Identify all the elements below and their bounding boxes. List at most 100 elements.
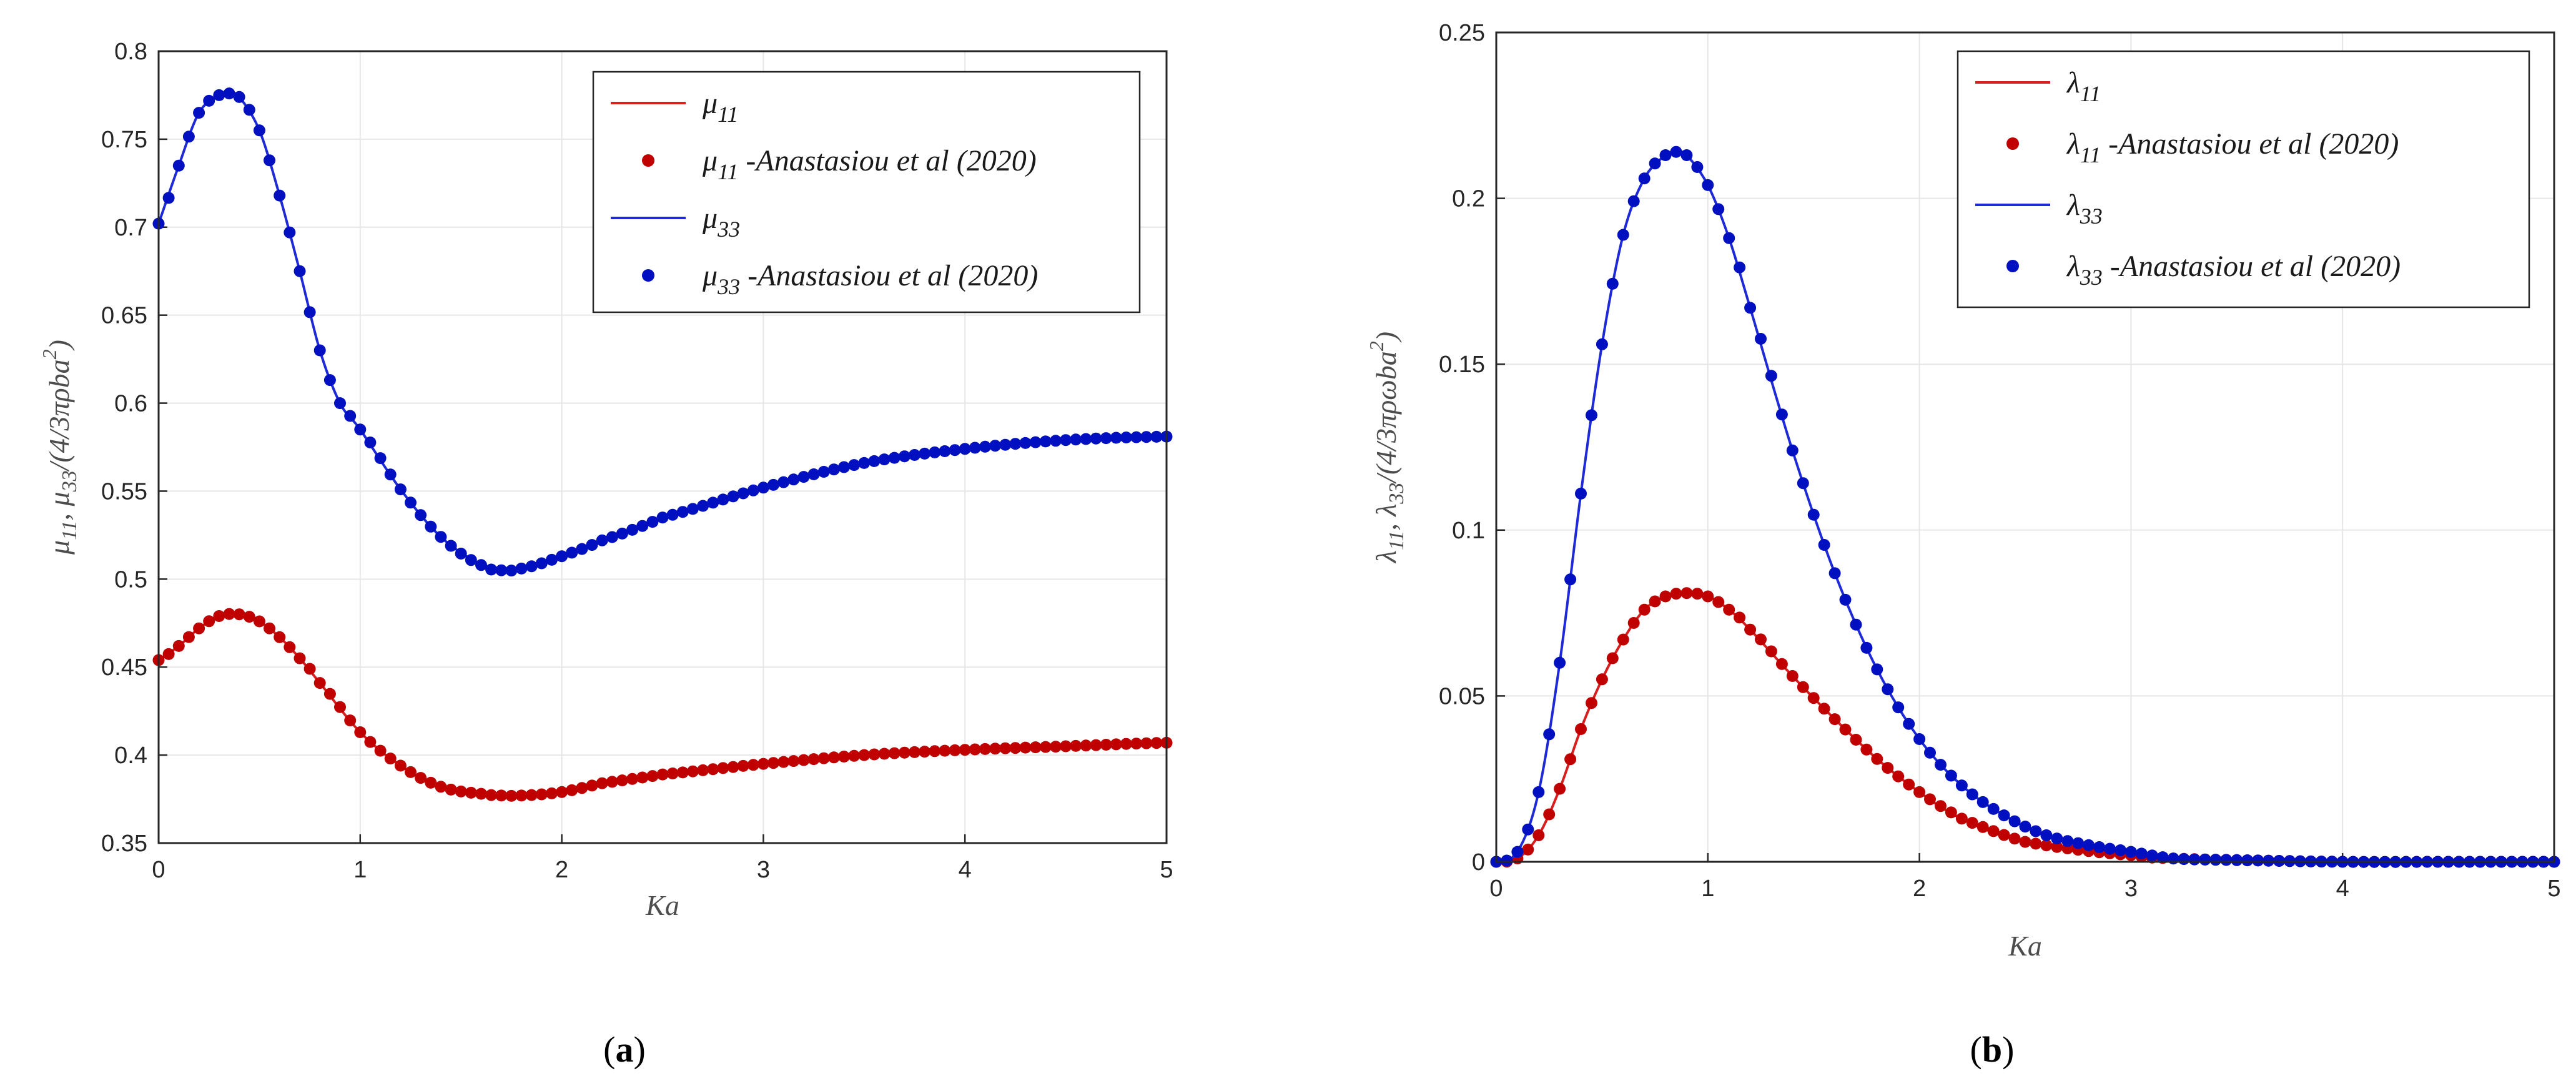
data-point-μ33: [576, 543, 588, 555]
data-point-μ11: [919, 746, 931, 758]
data-point-λ11: [1903, 778, 1915, 791]
data-point-μ33: [737, 487, 749, 500]
data-point-λ33: [1871, 663, 1883, 676]
data-point-μ11: [243, 611, 255, 623]
data-point-μ11: [656, 768, 669, 781]
data-point-μ11: [636, 771, 649, 784]
data-point-μ11: [425, 776, 437, 789]
data-point-μ11: [1009, 742, 1022, 754]
data-point-μ33: [475, 559, 487, 571]
data-point-μ33: [556, 550, 568, 563]
data-point-μ33: [394, 483, 407, 496]
data-point-λ11: [1860, 743, 1873, 756]
y-tick-label: 0.75: [101, 127, 147, 153]
y-tick-label: 0.6: [114, 391, 147, 417]
legend-label: λ11: [2066, 66, 2101, 106]
data-point-λ11: [2051, 841, 2063, 853]
data-point-λ33: [1702, 179, 1714, 191]
data-point-λ11: [1839, 723, 1852, 736]
data-point-λ33: [2115, 844, 2126, 856]
data-point-λ33: [1554, 656, 1566, 669]
data-point-μ33: [919, 447, 931, 460]
data-point-μ33: [666, 508, 679, 521]
data-point-λ33: [1564, 573, 1577, 586]
data-point-λ33: [1786, 444, 1799, 457]
data-point-μ33: [777, 476, 790, 488]
data-point-λ33: [1976, 796, 1989, 808]
y-axis-label-b: λ11, λ33/(4/3πρωba2): [1365, 332, 1408, 564]
data-point-μ33: [1100, 432, 1112, 445]
data-point-μ11: [606, 776, 618, 788]
data-point-μ11: [515, 789, 528, 802]
data-point-μ11: [1130, 738, 1143, 750]
data-point-μ33: [747, 484, 759, 496]
data-point-λ11: [1818, 703, 1830, 715]
data-point-λ11: [1987, 825, 2000, 837]
data-point-μ11: [909, 746, 920, 758]
data-point-λ11: [1564, 753, 1577, 766]
data-point-μ33: [707, 496, 719, 509]
data-point-λ11: [1871, 753, 1883, 765]
y-tick-label: 0.1: [1452, 518, 1485, 544]
data-point-μ33: [686, 503, 699, 515]
legend-entry: μ11: [611, 87, 738, 127]
legend-marker-swatch: [2006, 260, 2019, 272]
data-point-μ11: [1019, 741, 1032, 754]
legend-box-a: [592, 71, 1141, 313]
data-point-μ33: [969, 442, 981, 454]
data-point-λ33: [2030, 825, 2042, 837]
data-point-λ33: [2241, 854, 2254, 867]
x-tick-label: 3: [757, 857, 770, 883]
data-point-λ33: [2093, 841, 2106, 853]
data-point-μ11: [344, 714, 357, 727]
data-point-μ11: [1150, 737, 1163, 749]
data-point-λ33: [1775, 408, 1788, 421]
data-point-μ11: [505, 789, 518, 802]
data-point-μ11: [586, 779, 598, 792]
data-point-λ33: [1945, 769, 1957, 782]
data-point-μ11: [1050, 741, 1062, 753]
data-point-λ11: [1945, 806, 1957, 819]
data-point-λ11: [1882, 762, 1894, 774]
data-point-μ33: [364, 437, 377, 448]
data-point-μ33: [323, 374, 336, 387]
y-tick-label: 0.15: [1439, 352, 1485, 378]
data-point-μ33: [1110, 432, 1122, 444]
data-point-μ11: [193, 622, 205, 634]
data-point-μ33: [858, 457, 871, 469]
legend-box-b: [1957, 50, 2530, 309]
data-point-μ11: [1070, 739, 1082, 752]
data-point-λ33: [2135, 847, 2148, 860]
data-point-μ33: [172, 159, 185, 172]
data-point-λ33: [1744, 302, 1757, 314]
data-point-μ11: [737, 759, 749, 772]
data-point-μ11: [989, 743, 1002, 755]
data-point-μ11: [495, 789, 508, 802]
y-tick-label: 0.05: [1439, 683, 1485, 709]
data-point-λ33: [2263, 854, 2275, 867]
data-point-μ11: [817, 752, 830, 764]
data-point-μ11: [797, 754, 810, 766]
data-point-λ33: [1712, 203, 1725, 215]
data-point-λ33: [1734, 261, 1746, 274]
data-point-μ11: [284, 641, 296, 653]
data-point-λ11: [2008, 832, 2021, 845]
data-point-μ33: [959, 443, 971, 455]
data-point-λ33: [2156, 851, 2169, 864]
data-point-μ11: [566, 784, 578, 796]
data-point-μ33: [284, 226, 296, 239]
data-point-μ33: [334, 397, 346, 410]
data-point-λ11: [1924, 793, 1936, 806]
data-point-μ11: [546, 787, 558, 799]
legend-marker-swatch: [642, 154, 654, 167]
data-point-μ33: [505, 565, 518, 577]
data-point-λ11: [1966, 817, 1978, 829]
x-axis-label-b: Ka: [2008, 930, 2042, 962]
data-point-μ11: [264, 622, 275, 634]
data-point-λ33: [1543, 728, 1556, 741]
data-point-μ11: [727, 761, 739, 773]
y-tick-label: 0: [1472, 849, 1485, 876]
data-point-λ11: [1828, 713, 1841, 726]
legend-label: μ33: [702, 202, 740, 242]
